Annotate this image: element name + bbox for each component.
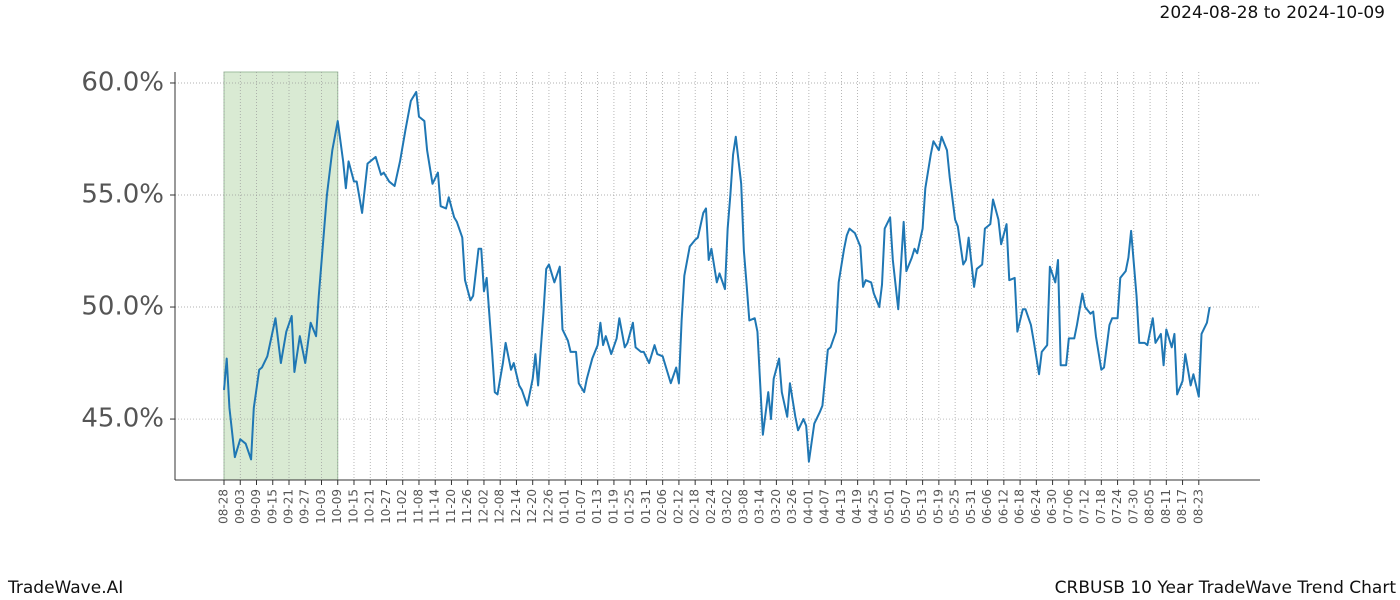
x-tick-label: 01-19	[606, 489, 620, 524]
x-tick-label: 06-24	[1029, 489, 1043, 524]
x-tick-label: 04-13	[834, 489, 848, 524]
x-tick-label: 02-18	[688, 489, 702, 524]
x-tick-label: 01-07	[574, 489, 588, 524]
x-tick-label: 08-23	[1191, 489, 1205, 524]
x-tick-label: 02-12	[671, 489, 685, 524]
x-tick-label: 11-14	[428, 489, 442, 524]
x-tick-label: 08-28	[217, 489, 231, 524]
x-tick-label: 11-26	[460, 489, 474, 524]
trend-line	[223, 90, 1211, 463]
y-tick-label: 50.0%	[81, 292, 164, 322]
y-tick-label: 45.0%	[81, 404, 164, 434]
x-tick-label: 06-18	[1013, 489, 1027, 524]
x-tick-label: 04-01	[801, 489, 815, 524]
x-tick-label: 11-20	[444, 489, 458, 524]
x-tick-label: 11-08	[411, 489, 425, 524]
y-tick-label: 60.0%	[81, 67, 164, 97]
highlight-band	[223, 71, 339, 481]
x-tick-label: 04-19	[850, 489, 864, 524]
x-tick-label: 10-03	[314, 489, 328, 524]
x-tick-label: 03-02	[720, 489, 734, 524]
x-tick-label: 09-15	[265, 489, 279, 524]
x-tick-label: 09-09	[249, 489, 263, 524]
x-tick-label: 08-17	[1175, 489, 1189, 524]
x-tick-label: 09-27	[298, 489, 312, 524]
x-tick-label: 07-24	[1110, 489, 1124, 524]
x-tick-label: 10-15	[346, 489, 360, 524]
x-tick-label: 05-01	[883, 489, 897, 524]
x-tick-label: 02-06	[655, 489, 669, 524]
x-tick-label: 09-03	[233, 489, 247, 524]
x-tick-label: 05-13	[915, 489, 929, 524]
x-tick-label: 03-26	[785, 489, 799, 524]
x-tick-label: 04-07	[818, 489, 832, 524]
x-tick-label: 09-21	[281, 489, 295, 524]
x-tick-label: 08-05	[1143, 489, 1157, 524]
chart-title: CRBUSB 10 Year TradeWave Trend Chart	[1055, 578, 1397, 598]
x-tick-label: 06-06	[980, 489, 994, 524]
x-tick-label: 07-06	[1061, 489, 1075, 524]
x-tick-label: 10-27	[379, 489, 393, 524]
x-tick-label: 03-14	[753, 489, 767, 524]
x-tick-label: 01-25	[623, 489, 637, 524]
x-tick-label: 10-09	[330, 489, 344, 524]
x-tick-label: 11-02	[395, 489, 409, 524]
x-tick-label: 12-02	[476, 489, 490, 524]
x-tick-label: 03-08	[736, 489, 750, 524]
x-tick-label: 01-01	[558, 489, 572, 524]
x-tick-label: 08-11	[1159, 489, 1173, 524]
x-tick-label: 04-25	[866, 489, 880, 524]
x-tick-label: 05-19	[931, 489, 945, 524]
x-tick-label: 06-12	[996, 489, 1010, 524]
x-tick-label: 05-25	[948, 489, 962, 524]
x-tick-label: 07-30	[1126, 489, 1140, 524]
x-tick-label: 06-30	[1045, 489, 1059, 524]
date-range: 2024-08-28 to 2024-10-09	[1160, 3, 1385, 23]
x-tick-label: 12-08	[493, 489, 507, 524]
x-tick-label: 12-14	[509, 489, 523, 524]
x-tick-label: 10-21	[363, 489, 377, 524]
x-tick-label: 01-13	[590, 489, 604, 524]
x-tick-label: 07-12	[1078, 489, 1092, 524]
y-tick-label: 55.0%	[81, 180, 164, 210]
brand: TradeWave.AI	[7, 578, 123, 598]
x-tick-label: 02-24	[704, 489, 718, 524]
x-tick-label: 03-20	[769, 489, 783, 524]
x-tick-label: 05-07	[899, 489, 913, 524]
x-tick-label: 01-31	[639, 489, 653, 524]
x-tick-label: 12-26	[541, 489, 555, 524]
x-tick-label: 07-18	[1094, 489, 1108, 524]
x-tick-label: 05-31	[964, 489, 978, 524]
x-tick-label: 12-20	[525, 489, 539, 524]
